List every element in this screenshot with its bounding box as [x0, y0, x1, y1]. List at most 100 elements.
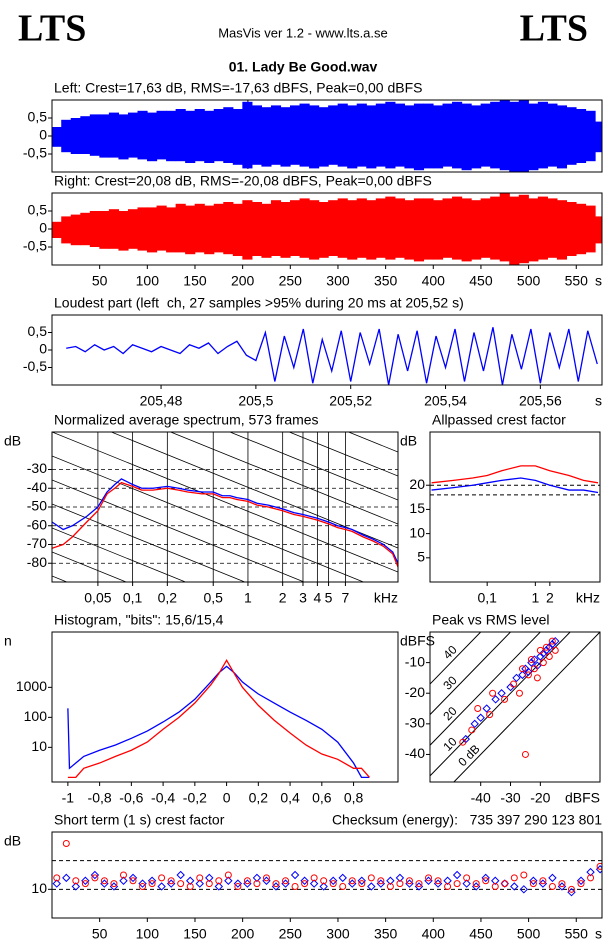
y-tick-label: 10 [409, 524, 425, 540]
waveform-segment [528, 198, 539, 262]
data-point [529, 876, 538, 885]
x-tick-label: 150 [183, 273, 207, 289]
y-tick-label: -70 [27, 535, 47, 551]
waveform-segment [175, 203, 186, 253]
waveform-segment [528, 103, 539, 171]
waveform-segment [52, 221, 62, 238]
plot-area [430, 632, 600, 782]
data-point [214, 882, 224, 891]
data-point [71, 882, 81, 891]
data-point [548, 873, 557, 883]
waveform-segment [166, 207, 177, 253]
waveform-segment [204, 205, 215, 255]
x-tick-label: 200 [231, 926, 255, 942]
y-tick-label: 0 [39, 341, 47, 357]
data-point [147, 876, 157, 885]
x-tick-label: 250 [279, 273, 303, 289]
data-point [386, 882, 394, 890]
waveform-segment [442, 103, 453, 167]
data-point [367, 874, 375, 882]
data-line [52, 481, 398, 568]
data-point [62, 839, 70, 847]
plot-area [52, 839, 602, 897]
panel: Peak vs RMS level dBFS dBFS -10 -20 -30 -40 -40… [400, 612, 601, 806]
data-point [367, 882, 376, 891]
waveform-segment [394, 103, 405, 167]
x-tick-label: -0,8 [88, 790, 112, 806]
data-point [491, 882, 499, 890]
panel: Right: Crest=20,08 dB, RMS=-20,08 dBFS, … [23, 173, 603, 289]
data-point [81, 876, 90, 885]
data-point [539, 649, 548, 658]
data-point [396, 880, 404, 888]
x-tick-label: 4 [313, 590, 321, 606]
waveform-segment [89, 114, 100, 156]
x-tick-label: 50 [92, 273, 108, 289]
data-point [253, 880, 261, 888]
data-point [252, 873, 262, 883]
waveform-segment [127, 209, 139, 249]
waveform-segment [385, 101, 396, 169]
data-point [533, 674, 541, 682]
plot-area [52, 432, 398, 582]
x-tick-label: 150 [183, 926, 207, 942]
data-point [338, 873, 347, 883]
waveform-segment [242, 200, 253, 260]
data-point [501, 695, 509, 703]
waveform-segment [147, 207, 158, 253]
x-tick-label: 400 [422, 926, 446, 942]
data-point [233, 879, 243, 888]
waveform-segment [318, 202, 329, 258]
data-point [328, 876, 338, 885]
x-tick-label: 205,48 [140, 393, 183, 409]
data-point [300, 876, 309, 885]
waveform-segment [518, 100, 529, 172]
plot-frame [51, 314, 603, 386]
data-point [444, 882, 452, 890]
data-point [587, 874, 595, 882]
y-axis-label: dB [4, 833, 21, 849]
data-point [520, 871, 528, 879]
data-point [176, 870, 185, 880]
decor-diagonal [52, 551, 128, 582]
data-point [489, 689, 497, 697]
data-point [470, 719, 479, 729]
data-point [167, 877, 175, 885]
plot-area [430, 465, 600, 496]
y-tick-label: 15 [409, 500, 425, 516]
data-point [551, 636, 560, 646]
waveform-segment [156, 110, 167, 160]
data-point [536, 646, 544, 654]
data-point [596, 862, 602, 870]
x-tick-label: 0,4 [280, 790, 300, 806]
data-point [91, 874, 99, 882]
waveform-segment [70, 118, 81, 154]
y-tick-label: 1000 [16, 678, 47, 694]
panel-title: Normalized average spectrum, 573 frames [54, 412, 319, 428]
x-tick-label: 200 [231, 273, 255, 289]
data-point [357, 876, 366, 885]
data-point [100, 877, 108, 885]
data-point [542, 643, 550, 651]
y-axis-label: dB [400, 433, 417, 449]
waveform-segment [80, 116, 91, 154]
x-tick-label: 450 [469, 273, 493, 289]
waveform-segment [204, 110, 215, 163]
data-point [519, 885, 529, 894]
data-point [282, 877, 290, 885]
y-tick-label: 0 [39, 127, 47, 143]
waveform-segment [490, 196, 501, 260]
x-tick-label: 100 [136, 926, 160, 942]
data-point [348, 877, 356, 885]
data-point [482, 877, 490, 885]
panel-title: Loudest part (left ch, 27 samples >95% d… [54, 295, 464, 311]
data-point [510, 874, 518, 882]
data-point [474, 705, 482, 713]
data-point [72, 877, 80, 885]
waveform-segment [585, 110, 596, 162]
waveform-segment [185, 205, 196, 255]
y-tick-label: -50 [27, 498, 47, 514]
waveform-segment [518, 194, 529, 264]
waveform-segment [213, 203, 224, 253]
data-point [195, 879, 204, 888]
